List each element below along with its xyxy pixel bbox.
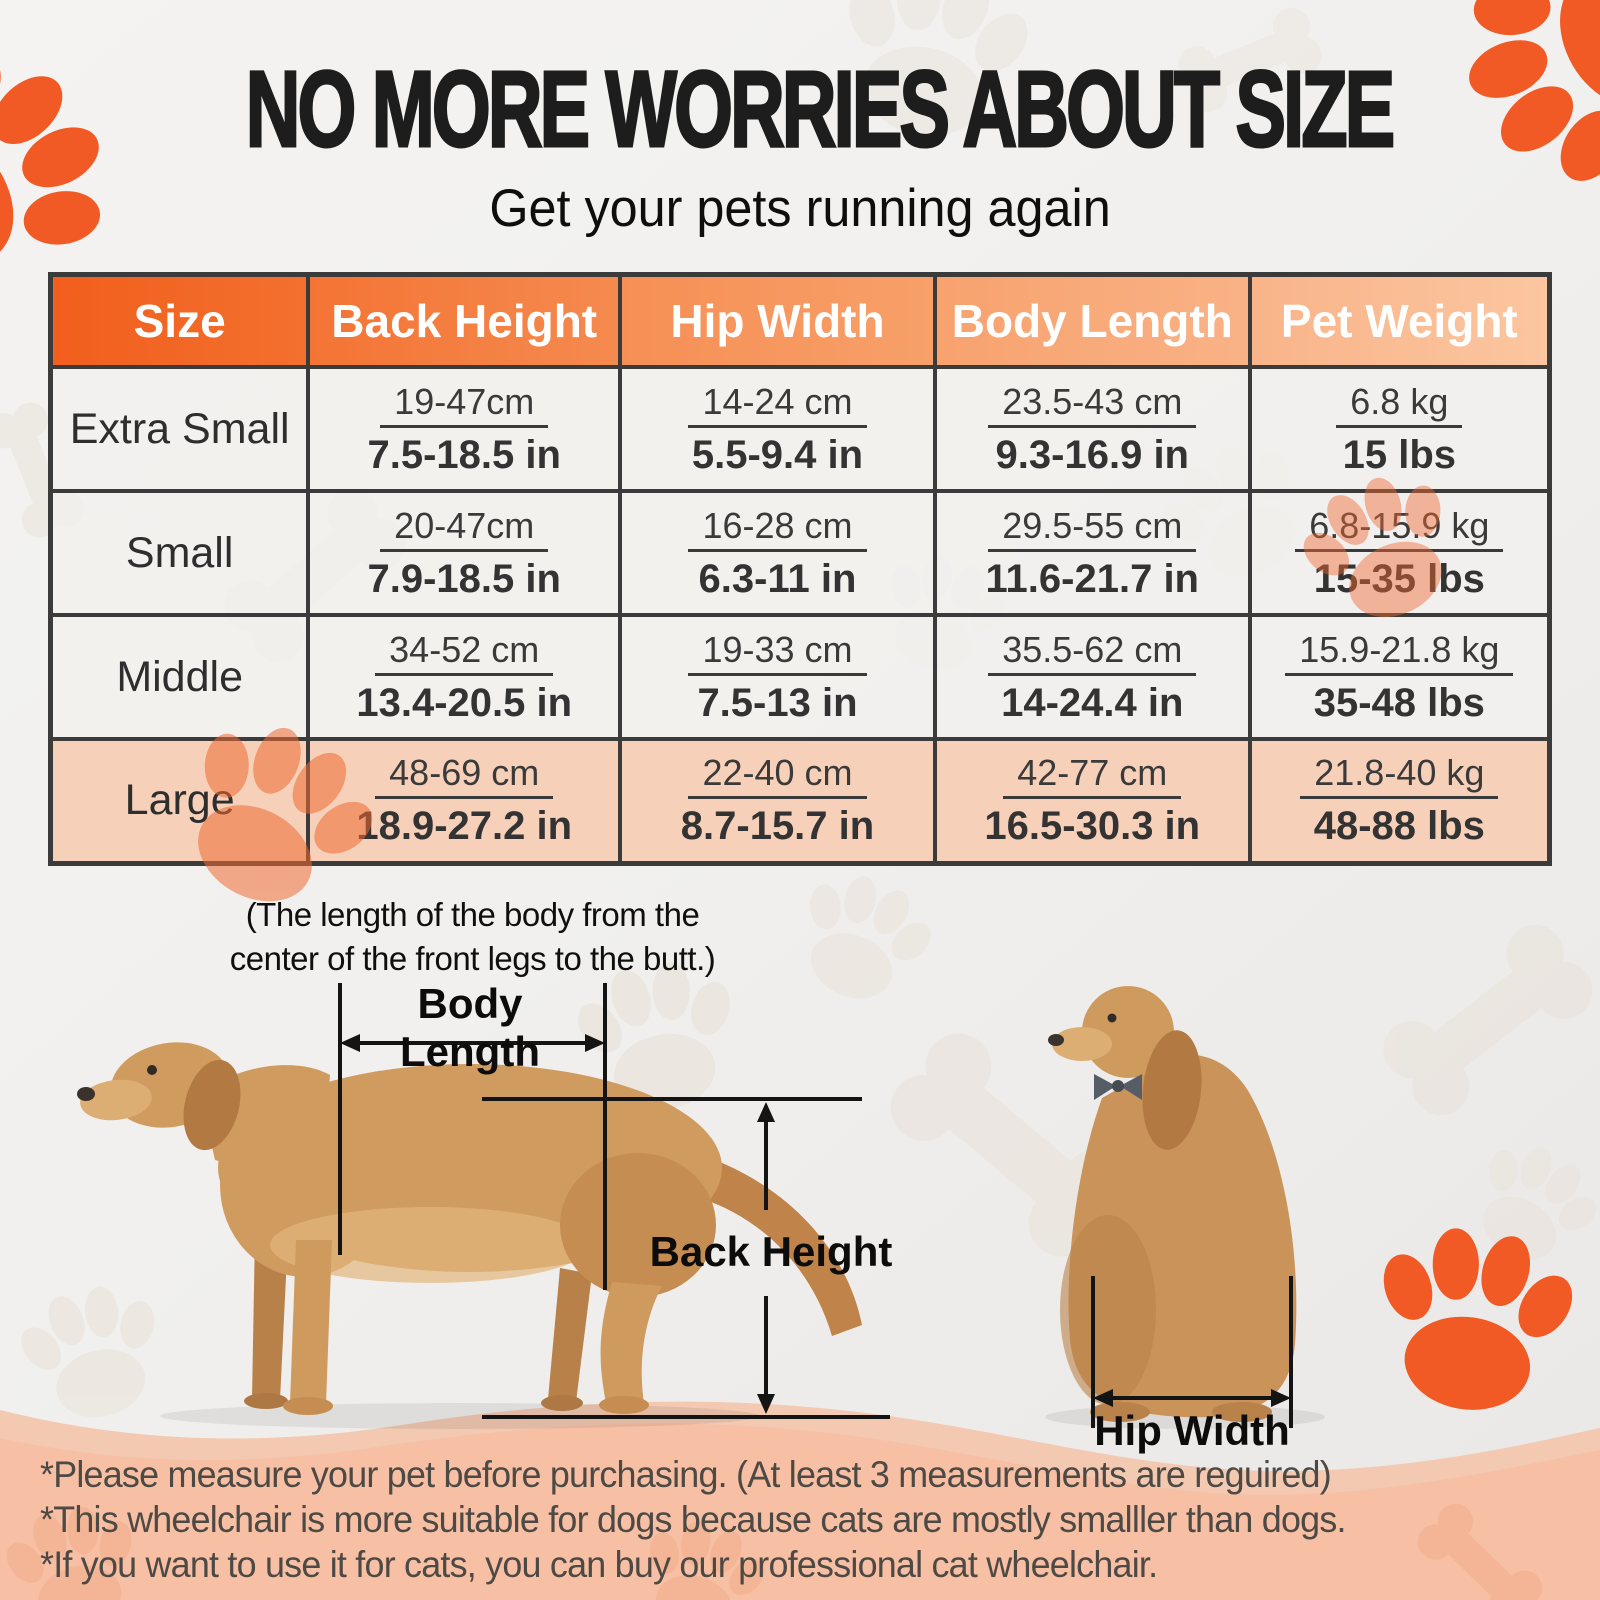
table-row: Middle 34-52 cm 13.4-20.5 in 19-33 cm 7.5-… xyxy=(48,613,1552,741)
metric-value: 48-69 cm xyxy=(375,755,554,800)
imperial-value: 15 lbs xyxy=(1342,432,1457,477)
metric-value: 19-33 cm xyxy=(688,631,867,676)
header-back-height: Back Height xyxy=(306,272,623,369)
size-label: Extra Small xyxy=(48,365,311,493)
imperial-value: 48-88 lbs xyxy=(1313,804,1485,849)
back-height-cell: 20-47cm 7.9-18.5 in xyxy=(310,507,618,601)
footnote-dogs: *This wheelchair is more suitable for do… xyxy=(40,1499,1346,1540)
dog-bow xyxy=(1094,1074,1116,1100)
imperial-value: 7.5-13 in xyxy=(697,680,858,725)
header-size: Size xyxy=(48,272,311,369)
metric-value: 6.8 kg xyxy=(1336,383,1463,428)
dog-nose xyxy=(1048,1034,1064,1046)
metric-value: 23.5-43 cm xyxy=(988,383,1197,428)
imperial-value: 14-24.4 in xyxy=(1001,680,1184,725)
hip-width-cell: 22-40 cm 8.7-15.7 in xyxy=(622,755,933,849)
table-row: Small 20-47cm 7.9-18.5 in 16-28 cm 6.3-11 … xyxy=(48,489,1552,617)
metric-value: 35.5-62 cm xyxy=(988,631,1197,676)
table-row-large: Large 48-69 cm 18.9-27.2 in 22-40 cm 8.7-1… xyxy=(48,737,1552,865)
dog-ear xyxy=(1142,1030,1202,1150)
metric-value: 19-47cm xyxy=(380,383,549,428)
hip-width-cell: 19-33 cm 7.5-13 in xyxy=(622,631,933,725)
body-length-cell: 29.5-55 cm 11.6-21.7 in xyxy=(937,507,1248,601)
imperial-value: 8.7-15.7 in xyxy=(680,804,875,849)
body-length-cell: 35.5-62 cm 14-24.4 in xyxy=(937,631,1248,725)
table-row: Extra Small 19-47cm 7.5-18.5 in 14-24 cm 5… xyxy=(48,365,1552,493)
bottom-right-paw-icon xyxy=(1357,1214,1590,1424)
pet-weight-cell: 15.9-21.8 kg 35-48 lbs xyxy=(1252,631,1547,725)
metric-value: 21.8-40 kg xyxy=(1300,755,1499,800)
footnotes: *Please measure your pet before purchasi… xyxy=(40,1452,1580,1587)
metric-value: 22-40 cm xyxy=(688,755,867,800)
size-table: Size Back Height Hip Width Body Length P… xyxy=(48,272,1552,866)
imperial-value: 15-35 lbs xyxy=(1313,556,1485,601)
body-length-cell: 23.5-43 cm 9.3-16.9 in xyxy=(937,383,1248,477)
imperial-value: 6.3-11 in xyxy=(698,556,857,601)
sitting-dog-illustration xyxy=(1045,986,1325,1429)
body-length-caption: (The length of the body from the center … xyxy=(205,893,740,981)
imperial-value: 35-48 lbs xyxy=(1313,680,1485,725)
footnote-cats: *If you want to use it for cats, you can… xyxy=(40,1544,1158,1585)
body-length-label: Body Length xyxy=(400,980,540,1075)
metric-value: 6.8-15.9 kg xyxy=(1295,507,1504,552)
hip-width-cell: 14-24 cm 5.5-9.4 in xyxy=(622,383,933,477)
imperial-value: 16.5-30.3 in xyxy=(984,804,1201,849)
size-label: Middle xyxy=(48,613,311,741)
header-pet-weight: Pet Weight xyxy=(1247,272,1552,369)
pet-weight-cell: 6.8-15.9 kg 15-35 lbs xyxy=(1252,507,1547,601)
metric-value: 42-77 cm xyxy=(1003,755,1182,800)
hip-width-cell: 16-28 cm 6.3-11 in xyxy=(622,507,933,601)
header-hip-width: Hip Width xyxy=(618,272,937,369)
dog-ear xyxy=(183,1059,241,1151)
back-height-cell: 34-52 cm 13.4-20.5 in xyxy=(310,631,618,725)
metric-value: 16-28 cm xyxy=(688,507,867,552)
imperial-value: 7.5-18.5 in xyxy=(367,432,561,477)
metric-value: 15.9-21.8 kg xyxy=(1285,631,1514,676)
dog-eye xyxy=(1107,1013,1117,1023)
page-title: NO MORE WORRIES ABOUT SIZE xyxy=(245,48,1397,169)
dog-nose xyxy=(77,1087,95,1101)
size-label: Large xyxy=(48,737,311,865)
hip-width-label: Hip Width xyxy=(1094,1407,1290,1454)
back-height-cell: 19-47cm 7.5-18.5 in xyxy=(310,383,618,477)
imperial-value: 11.6-21.7 in xyxy=(985,556,1199,601)
imperial-value: 9.3-16.9 in xyxy=(995,432,1189,477)
imperial-value: 5.5-9.4 in xyxy=(691,432,864,477)
size-label: Small xyxy=(48,489,311,617)
table-header-row: Size Back Height Hip Width Body Length P… xyxy=(48,272,1552,369)
metric-value: 29.5-55 cm xyxy=(988,507,1197,552)
back-height-label: Back Height xyxy=(649,1228,893,1275)
dog-eye xyxy=(147,1065,157,1075)
caption-line: (The length of the body from the xyxy=(245,896,700,933)
metric-value: 14-24 cm xyxy=(688,383,867,428)
metric-value: 34-52 cm xyxy=(375,631,554,676)
metric-value: 20-47cm xyxy=(380,507,549,552)
pet-weight-cell: 21.8-40 kg 48-88 lbs xyxy=(1252,755,1547,846)
pet-weight-cell: 6.8 kg 15 lbs xyxy=(1252,383,1547,477)
back-height-cell: 48-69 cm 18.9-27.2 in xyxy=(310,755,618,849)
imperial-value: 18.9-27.2 in xyxy=(356,804,573,849)
page-subtitle: Get your pets running again xyxy=(489,179,1111,238)
imperial-value: 13.4-20.5 in xyxy=(356,680,573,725)
header-body-length: Body Length xyxy=(932,272,1252,369)
footnote-measure: *Please measure your pet before purchasi… xyxy=(40,1454,1332,1495)
caption-line: center of the front legs to the butt.) xyxy=(229,940,716,977)
imperial-value: 7.9-18.5 in xyxy=(367,556,561,601)
body-length-cell: 42-77 cm 16.5-30.3 in xyxy=(937,755,1248,849)
